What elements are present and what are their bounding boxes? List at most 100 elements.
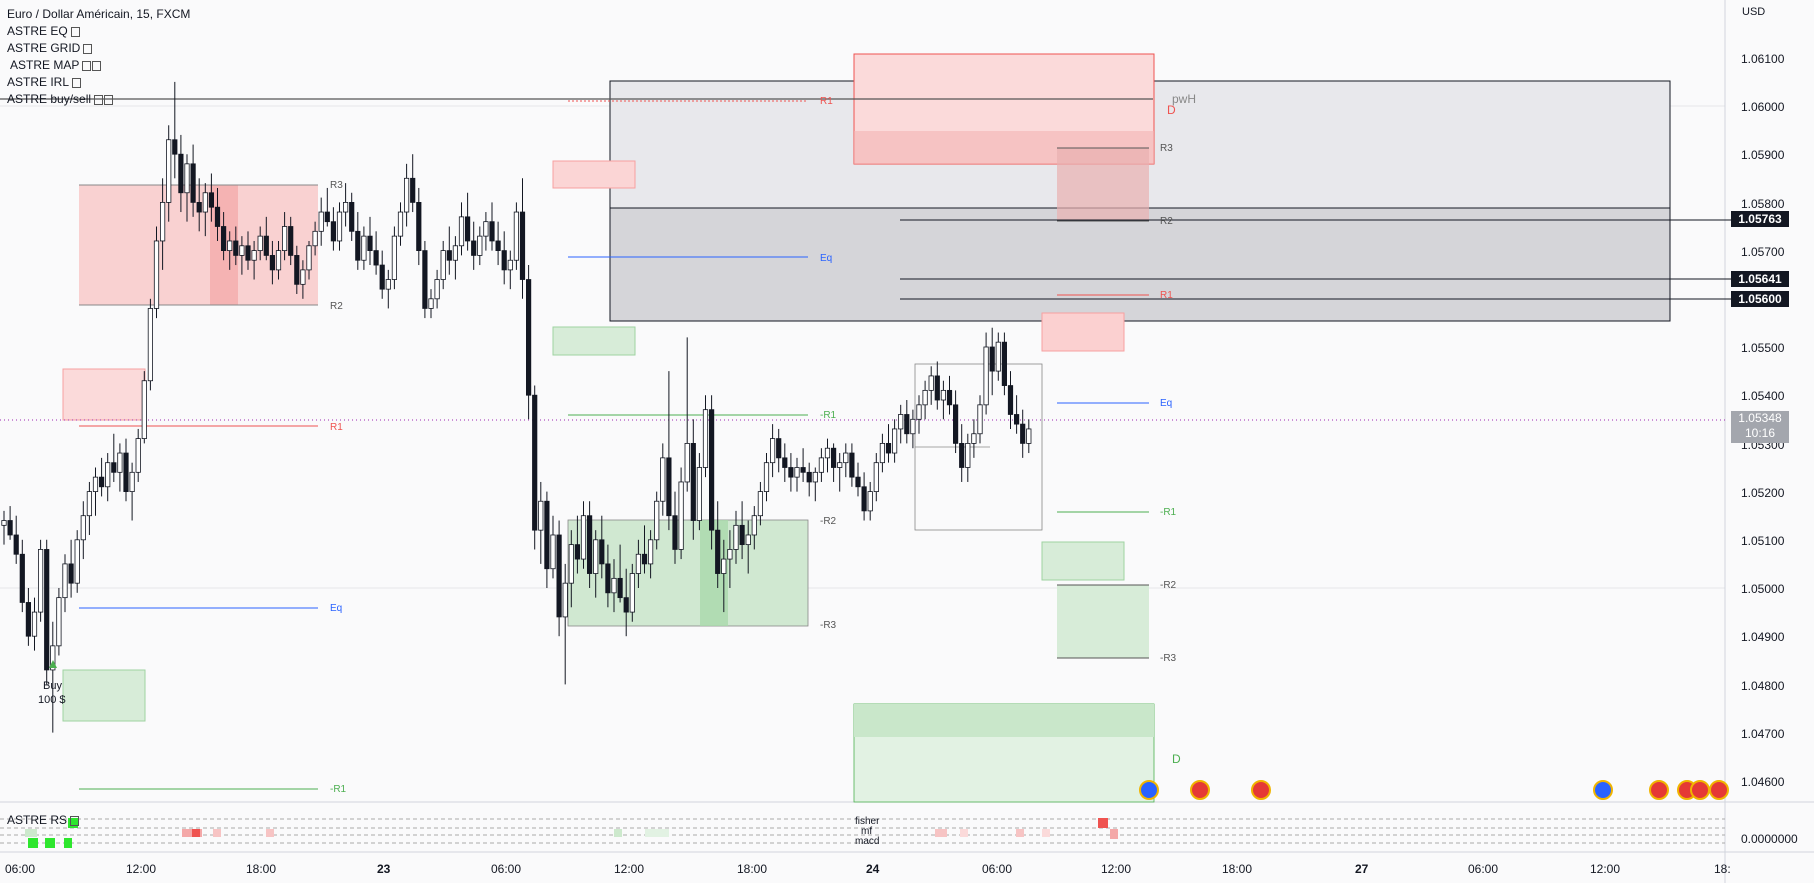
- supply-zone-r3-r2[interactable]: [1057, 148, 1149, 221]
- settings-icon[interactable]: [92, 60, 102, 71]
- candle-body: [434, 279, 440, 300]
- time-tick: 06:00: [491, 862, 522, 876]
- range-box-lower[interactable]: [609, 207, 1671, 322]
- time-tick: 06:00: [1468, 862, 1499, 876]
- indicator-astre-map[interactable]: ASTRE MAP: [7, 57, 190, 74]
- candle-body: [806, 471, 812, 483]
- supply-zone-small[interactable]: [62, 368, 146, 421]
- candle-body: [733, 524, 739, 550]
- price-tick: 1.04900: [1741, 630, 1785, 645]
- candle-body: [599, 539, 605, 565]
- candle-body: [843, 452, 849, 464]
- demand-zone-right-small[interactable]: [1041, 541, 1125, 581]
- osc-cell: [960, 829, 968, 837]
- label-eq-right: Eq: [1160, 398, 1173, 409]
- time-tick: 23: [377, 862, 391, 876]
- currency-label[interactable]: USD: [1742, 6, 1766, 18]
- time-tick: 24: [866, 862, 880, 876]
- indicator-astre-grid[interactable]: ASTRE GRID: [7, 40, 190, 57]
- osc-label-mf: mf: [861, 826, 873, 837]
- indicator-astre-irl[interactable]: ASTRE IRL: [7, 74, 190, 91]
- time-tick: 12:00: [1101, 862, 1132, 876]
- candle-body: [178, 153, 184, 194]
- candle-body: [824, 447, 831, 459]
- settings-icon[interactable]: [72, 77, 82, 88]
- buy-amount-label: 100 $: [38, 694, 66, 706]
- price-tick: 1.05000: [1741, 582, 1785, 597]
- candle-body: [464, 216, 471, 242]
- candle-body: [849, 452, 855, 478]
- demand-zone-mr2-mr3[interactable]: [1057, 585, 1149, 658]
- time-tick: 12:00: [126, 862, 157, 876]
- current-price: 1.05348: [1738, 411, 1782, 425]
- candle-body: [983, 346, 989, 406]
- indicator-label: ASTRE GRID: [7, 41, 81, 55]
- osc-cell: [68, 818, 78, 828]
- candle-body: [831, 447, 837, 468]
- candle-body: [214, 206, 221, 227]
- candle-body: [556, 534, 562, 618]
- candle-body: [660, 457, 666, 502]
- candle-body: [342, 201, 349, 213]
- candle-body: [977, 404, 983, 435]
- candle-body: [105, 462, 111, 488]
- time-tick: 18:: [1714, 862, 1731, 876]
- settings-icon[interactable]: [104, 94, 114, 105]
- osc-cell: [1016, 829, 1024, 837]
- demand-zone-buy[interactable]: [62, 669, 146, 722]
- candle-body: [745, 534, 751, 546]
- candle-body: [574, 544, 581, 560]
- candle-body: [336, 211, 343, 242]
- osc-label-macd: macd: [855, 836, 880, 847]
- candle-body: [471, 240, 477, 256]
- settings-icon[interactable]: [70, 815, 80, 826]
- oscillator-pane[interactable]: [0, 818, 1725, 848]
- indicator-astre-eq[interactable]: ASTRE EQ: [7, 23, 190, 40]
- candle-body: [1001, 341, 1008, 386]
- price-tick: 1.05400: [1741, 389, 1785, 404]
- settings-icon[interactable]: [82, 60, 92, 71]
- candle-body: [397, 211, 404, 237]
- candle-body: [928, 375, 934, 391]
- symbol-title[interactable]: Euro / Dollar Américain, 15, FXCM: [7, 7, 191, 21]
- candle-body: [904, 414, 910, 435]
- osc-cell: [45, 838, 55, 848]
- label-r3-right: R3: [1160, 143, 1173, 154]
- demand-zone-mid[interactable]: [552, 326, 636, 356]
- candle-body: [861, 486, 867, 512]
- supply-zone-right-small[interactable]: [1041, 312, 1125, 352]
- oscillator-title[interactable]: ASTRE RS: [7, 813, 80, 827]
- candle-body: [617, 577, 623, 599]
- candle-body: [13, 534, 19, 555]
- current-price-tag: 1.05348 10:16: [1731, 411, 1789, 443]
- settings-icon[interactable]: [94, 94, 104, 105]
- indicator-astre-buysell[interactable]: ASTRE buy/sell: [7, 91, 190, 108]
- supply-zone-mid[interactable]: [552, 160, 636, 189]
- candle-body: [452, 245, 459, 261]
- osc-cell: [192, 829, 200, 837]
- settings-icon[interactable]: [70, 26, 80, 37]
- candle-body: [330, 221, 337, 242]
- candles: [1, 81, 1032, 733]
- candle-body: [727, 549, 733, 560]
- candle-body: [135, 438, 141, 473]
- candle-body: [275, 250, 282, 271]
- candle-body: [892, 428, 898, 454]
- label-eq-mid: Eq: [820, 253, 833, 264]
- time-tick: 18:00: [737, 862, 768, 876]
- osc-cell: [1098, 818, 1108, 828]
- demand-zone-large[interactable]: [567, 519, 809, 627]
- candle-body: [294, 255, 300, 285]
- time-tick: 12:00: [1590, 862, 1621, 876]
- osc-cell: [1042, 829, 1050, 837]
- candle-body: [666, 457, 672, 517]
- settings-icon[interactable]: [83, 43, 93, 54]
- candle-body: [208, 192, 214, 208]
- candle-body: [934, 375, 940, 401]
- candle-body: [965, 442, 971, 468]
- candle-body: [971, 433, 977, 444]
- osc-axis-label: 0.0000000: [1741, 832, 1798, 846]
- osc-cell: [935, 829, 947, 837]
- candle-body: [562, 582, 568, 618]
